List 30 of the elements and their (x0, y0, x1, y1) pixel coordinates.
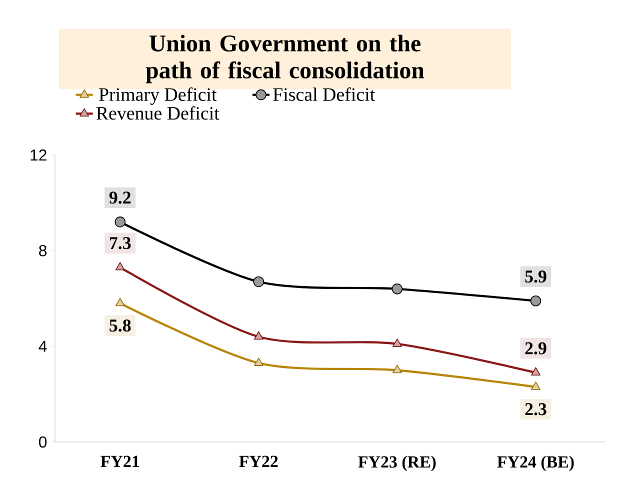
point (115, 298, 125, 306)
point (392, 364, 402, 374)
point (530, 295, 542, 306)
data-label: 9.2 (109, 192, 131, 204)
point (531, 367, 540, 376)
data-label: 5.9 (525, 270, 546, 283)
point (254, 331, 264, 340)
legend-label: Revenue Deficit (96, 106, 220, 120)
y-tick-label: 0 (38, 436, 47, 448)
point (392, 338, 402, 347)
chart-title: Union Government on the path of fiscal consolidation (146, 34, 424, 84)
y-tick-label: 4 (38, 340, 47, 352)
y-tick-label: 8 (39, 245, 47, 256)
data-label: 7.3 (110, 237, 131, 250)
legend-label: Fiscal Deficit (273, 87, 375, 101)
x-tick-label: FY22 (239, 456, 278, 467)
data-label: 2.3 (525, 403, 546, 416)
data-label: 5.8 (110, 319, 131, 332)
legend-label: Primary Deficit (99, 87, 217, 105)
point (253, 276, 264, 288)
y-tick-label: 12 (30, 149, 46, 161)
point (115, 262, 125, 270)
point (254, 358, 264, 366)
x-tick-label: FY23 (RE) (358, 456, 436, 472)
point (531, 382, 540, 390)
data-label: 2.9 (525, 342, 546, 354)
point (392, 284, 403, 294)
x-tick-label: FY21 (100, 456, 139, 467)
x-tick-label: FY24 (BE) (497, 456, 574, 472)
point (114, 216, 126, 228)
